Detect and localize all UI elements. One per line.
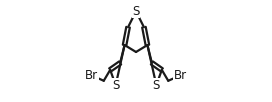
Text: S: S [153,79,160,92]
Text: S: S [132,5,140,18]
Text: S: S [112,79,119,92]
Text: Br: Br [174,69,187,82]
Text: Br: Br [85,69,98,82]
